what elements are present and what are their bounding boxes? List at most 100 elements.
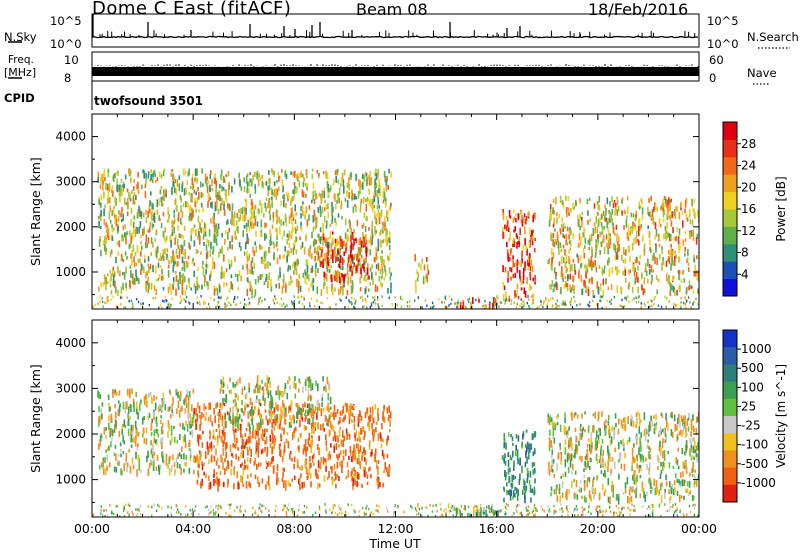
echo-cell	[283, 193, 286, 201]
echo-cell	[172, 221, 174, 227]
echo-cell	[326, 285, 328, 292]
echo-cell	[317, 474, 319, 480]
echo-cell	[352, 484, 354, 490]
echo-cell	[149, 178, 152, 182]
echo-cell	[303, 177, 305, 182]
echo-cell	[591, 249, 593, 258]
echo-cell	[249, 473, 252, 477]
echo-cell	[327, 421, 330, 425]
echo-cell	[334, 242, 337, 247]
echo-cell	[387, 288, 389, 294]
echo-cell	[317, 233, 319, 238]
echo-cell	[342, 405, 345, 414]
echo-cell	[348, 192, 350, 199]
echo-cell	[330, 412, 333, 418]
near-range-cell	[350, 301, 353, 304]
near-range-cell	[233, 300, 235, 304]
near-range-cell	[431, 301, 434, 305]
echo-cell	[330, 443, 332, 448]
echo-cell	[594, 259, 596, 267]
echo-cell	[171, 187, 173, 195]
echo-cell	[526, 467, 529, 476]
echo-cell	[669, 214, 672, 221]
echo-cell	[376, 480, 379, 485]
echo-cell	[204, 223, 207, 232]
echo-cell	[145, 271, 147, 279]
echo-cell	[377, 183, 380, 189]
echo-cell	[590, 233, 593, 242]
near-range-cell	[264, 298, 266, 301]
echo-cell	[331, 220, 333, 224]
echo-cell	[686, 217, 689, 222]
echo-cell	[353, 238, 355, 246]
echo-cell	[317, 207, 320, 213]
echo-cell	[506, 216, 508, 221]
echo-cell	[514, 450, 517, 457]
echo-cell	[118, 430, 121, 438]
echo-cell	[372, 435, 375, 441]
echo-cell	[131, 273, 133, 279]
echo-cell	[284, 170, 287, 177]
echo-cell	[196, 196, 199, 204]
echo-cell	[287, 264, 290, 271]
echo-cell	[503, 432, 506, 441]
echo-cell	[344, 414, 346, 420]
echo-cell	[257, 275, 260, 283]
echo-cell	[371, 429, 374, 436]
echo-cell	[366, 215, 368, 222]
echo-cell	[257, 447, 260, 453]
echo-cell	[682, 239, 685, 246]
echo-cell	[269, 381, 271, 388]
echo-cell	[480, 508, 482, 513]
echo-cell	[282, 255, 284, 259]
echo-cell	[629, 269, 631, 273]
echo-cell	[382, 229, 384, 234]
echo-cell	[611, 218, 614, 226]
echo-cell	[179, 276, 181, 284]
echo-cell	[295, 249, 298, 255]
echo-cell	[144, 184, 147, 189]
echo-cell	[249, 410, 251, 414]
echo-cell	[169, 391, 172, 395]
near-range-cell	[396, 303, 398, 307]
echo-cell	[375, 248, 378, 254]
echo-cell	[215, 403, 217, 409]
echo-cell	[218, 251, 220, 258]
echo-cell	[201, 168, 203, 174]
echo-cell	[117, 224, 119, 228]
echo-cell	[307, 418, 310, 423]
echo-cell	[300, 171, 302, 178]
echo-cell	[562, 278, 565, 283]
echo-cell	[145, 217, 148, 223]
echo-cell	[639, 224, 642, 231]
echo-cell	[282, 471, 284, 478]
echo-cell	[326, 422, 328, 426]
echo-cell	[524, 226, 526, 235]
near-range-cell	[374, 298, 376, 302]
echo-cell	[336, 200, 338, 204]
echo-cell	[264, 382, 266, 387]
echo-cell	[183, 276, 186, 283]
echo-cell	[267, 280, 269, 288]
echo-cell	[124, 224, 126, 230]
echo-cell	[267, 419, 269, 426]
echo-cell	[665, 230, 668, 234]
echo-cell	[335, 411, 337, 418]
echo-cell	[127, 428, 130, 436]
echo-cell	[617, 234, 619, 241]
echo-cell	[358, 449, 360, 454]
echo-cell	[172, 180, 174, 188]
echo-cell	[108, 445, 110, 451]
echo-cell	[325, 461, 327, 466]
echo-cell	[665, 199, 667, 204]
echo-cell	[300, 206, 302, 212]
echo-cell	[288, 242, 291, 249]
echo-cell	[195, 408, 197, 416]
echo-cell	[164, 248, 166, 255]
echo-cell	[634, 277, 637, 284]
echo-cell	[162, 256, 165, 262]
echo-cell	[254, 458, 256, 465]
echo-cell	[158, 274, 161, 280]
echo-cell	[196, 479, 199, 485]
echo-cell	[321, 249, 323, 254]
